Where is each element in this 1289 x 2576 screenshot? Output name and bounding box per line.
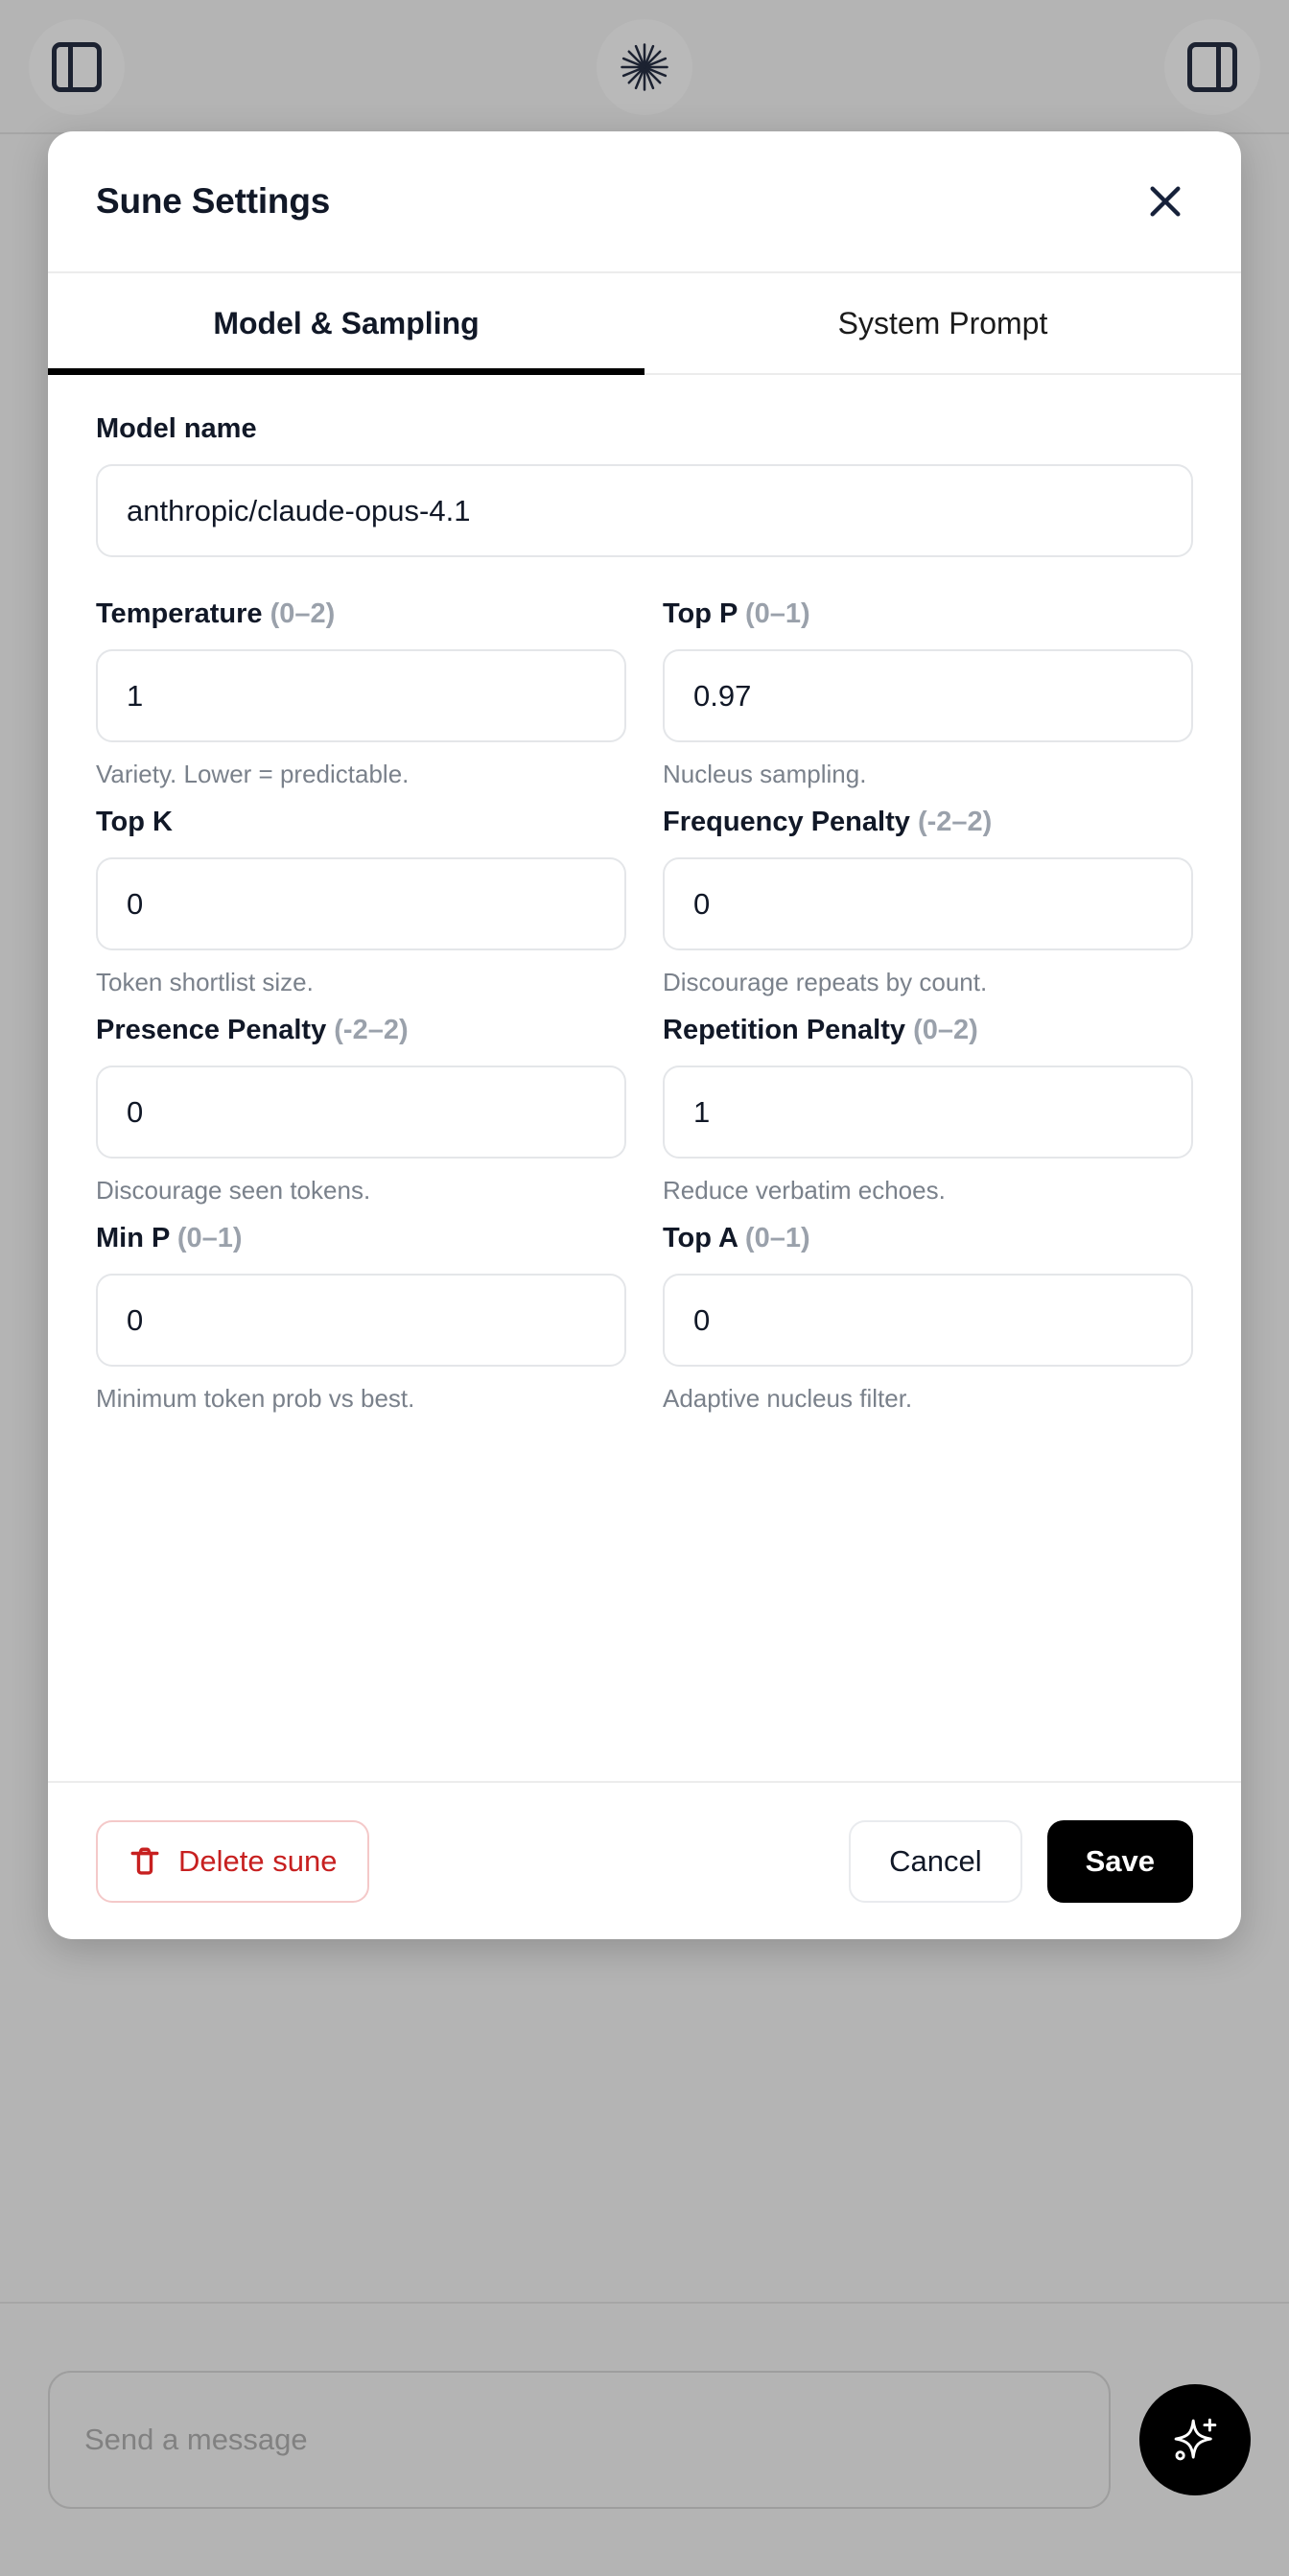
model-name-label: Model name <box>96 413 257 444</box>
right-panel-toggle-icon <box>1187 42 1237 92</box>
param-repetition-penalty-value: 1 <box>693 1094 711 1129</box>
param-presence-penalty-hint: Discourage seen tokens. <box>96 1176 371 1205</box>
tab-model-and-sampling[interactable]: Model & Sampling <box>48 273 644 375</box>
model-name-field-group: Model name anthropic/claude-opus-4.1 <box>96 413 1193 557</box>
tab-system-prompt-label: System Prompt <box>837 305 1048 340</box>
send-message-button[interactable] <box>1139 2384 1251 2495</box>
param-min-p: Min P (0–1) 0 Minimum token prob vs best… <box>96 1223 626 1414</box>
param-top-k-input[interactable]: 0 <box>96 857 626 950</box>
param-presence-penalty-label: Presence Penalty (-2–2) <box>96 1015 626 1046</box>
param-repetition-penalty: Repetition Penalty (0–2) 1 Reduce verbat… <box>663 1015 1193 1206</box>
model-name-value: anthropic/claude-opus-4.1 <box>127 493 471 527</box>
param-top-a-value: 0 <box>693 1302 711 1337</box>
param-presence-penalty-input[interactable]: 0 <box>96 1066 626 1159</box>
save-button-label: Save <box>1085 1843 1155 1878</box>
param-min-p-hint: Minimum token prob vs best. <box>96 1384 415 1413</box>
sparkles-icon <box>1174 2418 1217 2461</box>
param-min-p-label: Min P (0–1) <box>96 1223 626 1254</box>
app-logo-button[interactable] <box>597 19 692 115</box>
param-frequency-penalty-input[interactable]: 0 <box>663 857 1193 950</box>
left-panel-toggle-button[interactable] <box>29 19 125 115</box>
param-top-k-hint: Token shortlist size. <box>96 968 314 996</box>
param-frequency-penalty-label: Frequency Penalty (-2–2) <box>663 807 1193 838</box>
param-top-a-input[interactable]: 0 <box>663 1274 1193 1367</box>
param-repetition-penalty-label: Repetition Penalty (0–2) <box>663 1015 1193 1046</box>
param-temperature-input[interactable]: 1 <box>96 649 626 742</box>
dialog-body: Model name anthropic/claude-opus-4.1 Tem… <box>48 375 1241 1781</box>
param-top-a-hint: Adaptive nucleus filter. <box>663 1384 913 1413</box>
cancel-button-label: Cancel <box>889 1843 982 1878</box>
param-repetition-penalty-input[interactable]: 1 <box>663 1066 1193 1159</box>
message-input[interactable]: Send a message <box>48 2371 1111 2509</box>
cancel-button[interactable]: Cancel <box>849 1819 1022 1903</box>
delete-sune-label: Delete sune <box>178 1843 338 1878</box>
parameters-grid: Temperature (0–2) 1 Variety. Lower = pre… <box>96 598 1193 1431</box>
param-presence-penalty-range: (-2–2) <box>334 1015 409 1045</box>
left-panel-toggle-icon <box>52 42 102 92</box>
close-icon <box>1150 186 1181 217</box>
param-min-p-value: 0 <box>127 1302 144 1337</box>
param-top-k-name: Top K <box>96 807 173 837</box>
param-top-a-range: (0–1) <box>744 1223 810 1253</box>
param-repetition-penalty-hint: Reduce verbatim echoes. <box>663 1176 946 1205</box>
right-panel-toggle-button[interactable] <box>1164 19 1260 115</box>
param-repetition-penalty-name: Repetition Penalty <box>663 1015 905 1045</box>
param-presence-penalty-value: 0 <box>127 1094 144 1129</box>
sune-settings-dialog: Sune Settings Model & Sampling System Pr… <box>48 131 1241 1939</box>
dialog-tabs: Model & Sampling System Prompt <box>48 273 1241 375</box>
dialog-footer: Delete sune Cancel Save <box>48 1781 1241 1939</box>
footer-actions: Cancel Save <box>849 1819 1193 1903</box>
save-button[interactable]: Save <box>1046 1819 1193 1903</box>
param-temperature: Temperature (0–2) 1 Variety. Lower = pre… <box>96 598 626 789</box>
param-frequency-penalty-range: (-2–2) <box>917 807 993 837</box>
param-temperature-label: Temperature (0–2) <box>96 598 626 630</box>
param-temperature-hint: Variety. Lower = predictable. <box>96 760 410 788</box>
param-top-k-label: Top K <box>96 807 626 838</box>
param-top-p: Top P (0–1) 0.97 Nucleus sampling. <box>663 598 1193 789</box>
param-temperature-name: Temperature <box>96 598 263 629</box>
param-frequency-penalty: Frequency Penalty (-2–2) 0 Discourage re… <box>663 807 1193 997</box>
param-top-a-label: Top A (0–1) <box>663 1223 1193 1254</box>
burst-logo-icon <box>621 43 668 91</box>
param-frequency-penalty-value: 0 <box>693 886 711 921</box>
param-top-p-range: (0–1) <box>744 598 810 629</box>
tab-system-prompt[interactable]: System Prompt <box>644 273 1241 373</box>
param-top-p-input[interactable]: 0.97 <box>663 649 1193 742</box>
message-composer: Send a message <box>0 2302 1289 2576</box>
page-title: Sune Settings <box>96 181 331 221</box>
param-top-a: Top A (0–1) 0 Adaptive nucleus filter. <box>663 1223 1193 1414</box>
param-top-p-label: Top P (0–1) <box>663 598 1193 630</box>
param-top-p-hint: Nucleus sampling. <box>663 760 867 788</box>
param-top-k: Top K 0 Token shortlist size. <box>96 807 626 997</box>
param-min-p-input[interactable]: 0 <box>96 1274 626 1367</box>
dialog-header: Sune Settings <box>48 131 1241 273</box>
param-presence-penalty: Presence Penalty (-2–2) 0 Discourage see… <box>96 1015 626 1206</box>
param-min-p-range: (0–1) <box>176 1223 243 1253</box>
delete-sune-button[interactable]: Delete sune <box>96 1819 370 1903</box>
param-frequency-penalty-hint: Discourage repeats by count. <box>663 968 988 996</box>
model-name-input[interactable]: anthropic/claude-opus-4.1 <box>96 464 1193 557</box>
param-frequency-penalty-name: Frequency Penalty <box>663 807 910 837</box>
message-input-placeholder: Send a message <box>84 2423 308 2456</box>
param-temperature-range: (0–2) <box>270 598 336 629</box>
param-repetition-penalty-range: (0–2) <box>913 1015 978 1045</box>
close-button[interactable] <box>1136 172 1195 231</box>
param-min-p-name: Min P <box>96 1223 170 1253</box>
top-toolbar <box>0 0 1289 134</box>
param-top-a-name: Top A <box>663 1223 738 1253</box>
param-temperature-value: 1 <box>127 678 144 713</box>
param-top-p-value: 0.97 <box>693 678 752 713</box>
tab-model-and-sampling-label: Model & Sampling <box>213 305 480 340</box>
param-top-p-name: Top P <box>663 598 738 629</box>
param-top-k-value: 0 <box>127 886 144 921</box>
param-presence-penalty-name: Presence Penalty <box>96 1015 327 1045</box>
trash-icon <box>130 1847 159 1875</box>
